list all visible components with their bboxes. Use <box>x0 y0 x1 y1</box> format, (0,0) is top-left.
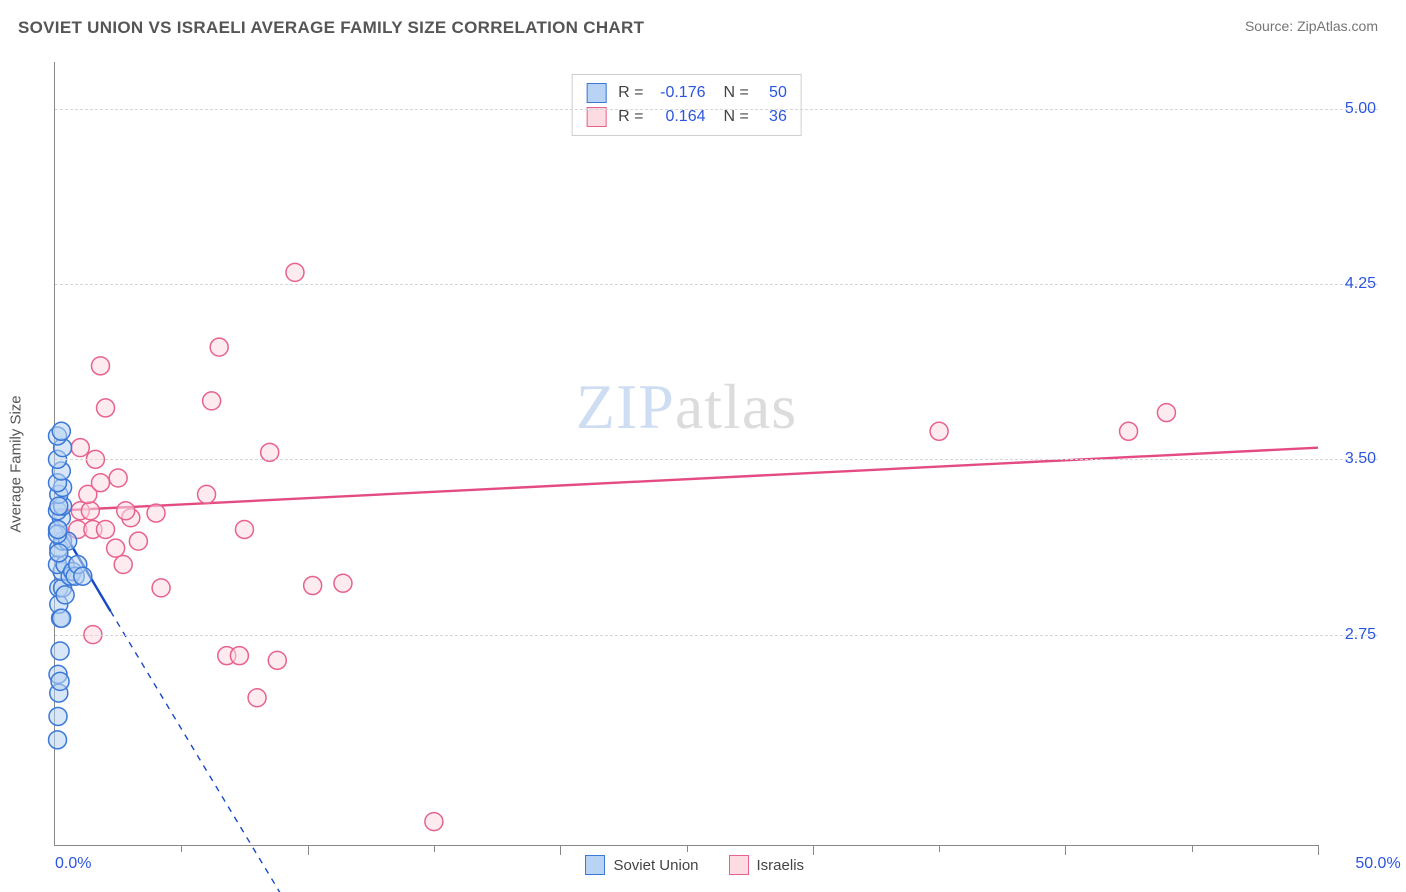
legend-swatch-pink-icon <box>729 855 749 875</box>
legend-swatch-pink <box>586 107 606 127</box>
legend-swatch-blue <box>586 83 606 103</box>
scatter-point-pink <box>97 399 115 417</box>
scatter-point-blue <box>56 586 74 604</box>
scatter-point-pink <box>930 422 948 440</box>
x-tick-minor <box>434 845 435 852</box>
scatter-point-blue <box>50 544 68 562</box>
scatter-point-pink <box>230 647 248 665</box>
legend-bottom-label: Israelis <box>757 857 805 874</box>
scatter-point-pink <box>334 574 352 592</box>
legend-bottom-item-blue: Soviet Union <box>585 855 698 875</box>
x-tick <box>1318 845 1319 855</box>
scatter-point-blue <box>51 672 69 690</box>
x-tick-label-max: 50.0% <box>1355 855 1400 873</box>
x-tick-label-min: 0.0% <box>55 855 91 873</box>
trend-line-pink <box>55 448 1318 511</box>
y-tick-label: 3.50 <box>1345 450 1376 468</box>
scatter-point-blue <box>49 707 67 725</box>
scatter-point-blue <box>50 497 68 515</box>
legend-n-label: N = <box>724 84 749 102</box>
scatter-point-pink <box>91 357 109 375</box>
y-axis-label: Average Family Size <box>8 395 25 532</box>
scatter-point-pink <box>286 263 304 281</box>
x-tick-minor <box>687 845 688 852</box>
legend-r-label: R = <box>618 108 643 126</box>
legend-r-value: -0.176 <box>656 84 706 102</box>
scatter-point-pink <box>268 651 286 669</box>
y-tick-label: 2.75 <box>1345 626 1376 644</box>
legend-n-value: 50 <box>761 84 787 102</box>
legend-bottom-item-pink: Israelis <box>729 855 805 875</box>
scatter-point-pink <box>203 392 221 410</box>
y-tick-label: 5.00 <box>1345 100 1376 118</box>
scatter-point-pink <box>210 338 228 356</box>
legend-n-label: N = <box>724 108 749 126</box>
x-tick <box>813 845 814 855</box>
x-tick-minor <box>181 845 182 852</box>
scatter-point-blue <box>53 609 71 627</box>
gridline-h <box>55 284 1378 285</box>
chart-title: SOVIET UNION VS ISRAELI AVERAGE FAMILY S… <box>18 18 644 38</box>
scatter-point-pink <box>71 439 89 457</box>
legend-n-value: 36 <box>761 108 787 126</box>
scatter-point-pink <box>97 520 115 538</box>
legend-bottom-label: Soviet Union <box>613 857 698 874</box>
x-tick <box>560 845 561 855</box>
legend-swatch-blue-icon <box>585 855 605 875</box>
chart-container: Average Family Size ZIPatlas R =-0.176N … <box>18 48 1378 880</box>
gridline-h <box>55 459 1378 460</box>
source-attribution: Source: ZipAtlas.com <box>1245 18 1378 34</box>
scatter-svg <box>55 62 1318 845</box>
x-tick <box>1065 845 1066 855</box>
y-tick-label: 4.25 <box>1345 275 1376 293</box>
scatter-point-pink <box>1120 422 1138 440</box>
scatter-point-pink <box>1157 404 1175 422</box>
scatter-point-pink <box>152 579 170 597</box>
scatter-point-pink <box>81 502 99 520</box>
scatter-point-pink <box>91 474 109 492</box>
scatter-point-pink <box>198 485 216 503</box>
x-tick-minor <box>939 845 940 852</box>
gridline-h <box>55 109 1378 110</box>
scatter-point-blue <box>51 642 69 660</box>
legend-r-value: 0.164 <box>656 108 706 126</box>
scatter-point-blue <box>49 731 67 749</box>
legend-top-row-blue: R = -0.176 N = 50 <box>586 81 787 105</box>
scatter-point-pink <box>147 504 165 522</box>
scatter-point-pink <box>304 577 322 595</box>
scatter-point-pink <box>425 813 443 831</box>
legend-r-label: R = <box>618 84 643 102</box>
scatter-point-pink <box>109 469 127 487</box>
scatter-point-pink <box>107 539 125 557</box>
x-tick <box>308 845 309 855</box>
scatter-point-pink <box>235 520 253 538</box>
x-tick-minor <box>1192 845 1193 852</box>
scatter-point-pink <box>117 502 135 520</box>
legend-bottom: Soviet Union Israelis <box>585 855 804 875</box>
scatter-point-blue <box>52 422 70 440</box>
plot-area: ZIPatlas R =-0.176N =50R =0.164N =36 Sov… <box>54 62 1318 846</box>
scatter-point-pink <box>129 532 147 550</box>
scatter-point-blue <box>74 567 92 585</box>
gridline-h <box>55 635 1378 636</box>
scatter-point-blue <box>49 520 67 538</box>
scatter-point-pink <box>114 556 132 574</box>
scatter-point-pink <box>248 689 266 707</box>
legend-top: R = -0.176 N = 50 R = 0.164 N = 36 <box>571 74 802 136</box>
